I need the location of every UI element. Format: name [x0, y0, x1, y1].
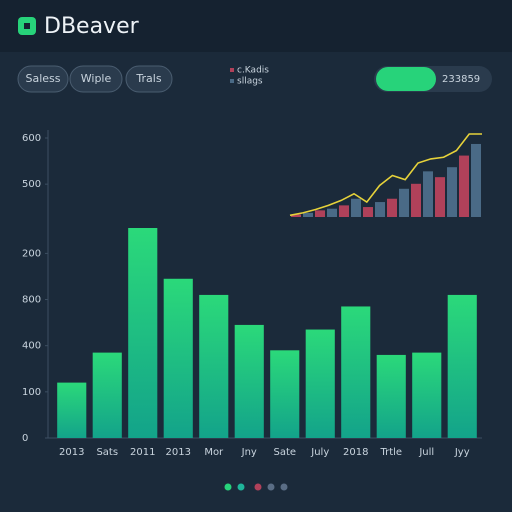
legend-swatch [230, 68, 234, 72]
page-dot[interactable] [224, 483, 232, 491]
legend-label: c.Kadis [237, 66, 269, 76]
app-title: DBeaver [44, 14, 140, 39]
tab-label[interactable]: Trals [135, 72, 161, 85]
inset-bar [303, 212, 313, 217]
tab-label[interactable]: Wiple [81, 72, 112, 85]
bar [376, 354, 406, 438]
page-dot[interactable] [280, 483, 288, 491]
inset-bar [291, 214, 301, 217]
bar [92, 352, 122, 438]
inset-bar [423, 171, 433, 217]
inset-bar [471, 143, 481, 217]
bar [57, 382, 87, 438]
bar [163, 278, 193, 438]
x-tick-label: 2013 [59, 447, 84, 458]
bar [234, 324, 264, 438]
x-tick-label: Sate [273, 447, 296, 458]
bar [447, 294, 477, 438]
page-dot[interactable] [267, 483, 275, 491]
bar [412, 352, 442, 438]
inset-bar [315, 210, 325, 217]
header-bar [0, 0, 512, 52]
tab[interactable] [17, 65, 69, 93]
inset-bar [363, 207, 373, 217]
x-tick-label: Sats [96, 447, 118, 458]
bar [128, 228, 158, 438]
inset-bar [435, 177, 445, 217]
tab[interactable] [69, 65, 123, 93]
y-tick-label: 500 [22, 179, 41, 190]
x-tick-label: Jull [418, 447, 434, 458]
inset-bar [351, 198, 361, 217]
bar [341, 306, 371, 438]
inset-bar [327, 208, 337, 217]
x-tick-label: Jyy [454, 447, 470, 458]
inset-bar [387, 198, 397, 217]
y-tick-label: 800 [22, 295, 41, 306]
page-dot[interactable] [254, 483, 262, 491]
toggle-knob[interactable] [376, 67, 436, 91]
y-tick-label: 200 [22, 248, 41, 259]
inset-bar [399, 188, 409, 217]
logo-inner [24, 23, 30, 29]
x-tick-label: Jny [241, 447, 257, 458]
inset-bar [339, 205, 349, 217]
bar [199, 294, 229, 438]
inset-line [289, 133, 482, 217]
x-tick-label: 2011 [130, 447, 155, 458]
bar [305, 329, 335, 438]
x-tick-label: 2018 [343, 447, 368, 458]
bar [270, 350, 300, 438]
inset-bar [411, 183, 421, 217]
x-tick-label: July [310, 447, 329, 458]
toggle-value: 233859 [442, 74, 480, 85]
x-tick-label: Trtle [379, 447, 402, 458]
y-tick-label: 100 [22, 387, 41, 398]
tab-label[interactable]: Saless [25, 72, 60, 85]
y-tick-label: 0 [22, 433, 28, 444]
inset-bar [459, 155, 469, 217]
inset-bar [375, 202, 385, 217]
y-tick-label: 400 [22, 341, 41, 352]
page-dot[interactable] [237, 483, 245, 491]
x-tick-label: 2013 [166, 447, 191, 458]
legend-swatch [230, 79, 234, 83]
x-tick-label: Mor [204, 447, 224, 458]
inset-bar [447, 167, 457, 217]
tab[interactable] [125, 65, 173, 93]
legend-label: sllags [237, 77, 263, 87]
y-tick-label: 600 [22, 133, 41, 144]
